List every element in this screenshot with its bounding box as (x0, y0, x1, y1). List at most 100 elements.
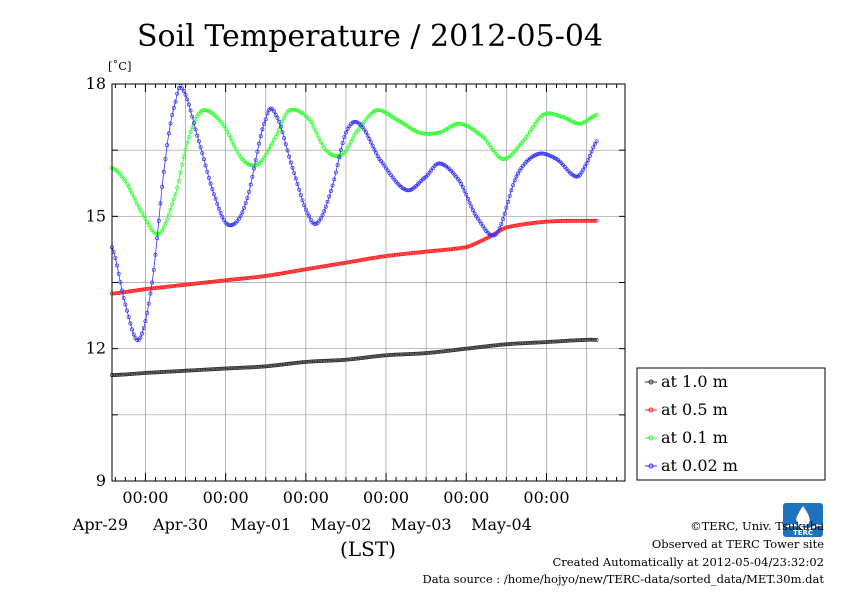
data-point (218, 211, 223, 215)
data-point (462, 188, 467, 193)
data-point (280, 130, 285, 135)
data-point (255, 149, 260, 154)
data-point (594, 112, 599, 117)
x-axis-ticks: 00:00 Apr-29 00:00 Apr-30 00:00 May-01 00:00 Ma… (72, 84, 618, 534)
data-point (282, 136, 287, 140)
data-point (242, 206, 246, 210)
data-point (295, 182, 300, 187)
series-at-0-1-m (110, 107, 599, 237)
data-point (277, 119, 282, 124)
data-point (163, 221, 168, 226)
data-point (582, 164, 587, 169)
data-point (175, 185, 180, 190)
data-point (320, 213, 325, 218)
data-point (551, 111, 556, 116)
data-point (245, 196, 250, 200)
data-point (275, 115, 280, 120)
data-point (343, 130, 348, 135)
data-point (225, 129, 230, 134)
data-point (170, 113, 175, 117)
data-point (126, 184, 131, 189)
data-point (250, 174, 255, 179)
data-point (337, 155, 342, 160)
data-point (253, 158, 258, 163)
data-point (502, 211, 507, 216)
data-point (577, 121, 582, 126)
logo-wave-icon (785, 524, 822, 530)
y-tick-label: 18 (86, 74, 106, 93)
legend-swatch-marker (648, 435, 654, 441)
data-point (213, 196, 218, 201)
observed-text: Observed at TERC Tower site (651, 537, 824, 551)
logo-text: TERC (793, 529, 813, 537)
data-point (464, 245, 469, 250)
data-point (166, 212, 171, 217)
data-point (579, 170, 584, 175)
data-point (367, 136, 372, 141)
data-point (211, 192, 216, 197)
data-point (173, 99, 178, 104)
data-point (140, 210, 145, 215)
data-point (140, 331, 145, 336)
data-point (183, 92, 188, 97)
data-point (504, 205, 509, 210)
data-point (509, 188, 514, 193)
data-point (205, 169, 210, 174)
series-at-0-02-m (110, 84, 599, 342)
data-point (163, 157, 168, 161)
data-point (345, 127, 350, 131)
legend-label: at 0.5 m (661, 400, 728, 419)
data-point (305, 211, 310, 216)
data-point (248, 182, 253, 187)
x-tick-hour-label: 00:00 (203, 488, 249, 507)
data-point (206, 175, 211, 180)
data-point (287, 154, 292, 159)
data-point (196, 139, 201, 144)
x-tick-date-label: May-04 (471, 515, 532, 534)
x-tick-date-label: Apr-30 (152, 515, 208, 534)
data-point (263, 153, 268, 157)
data-series-layer (110, 84, 599, 378)
data-point (544, 152, 549, 157)
data-point (148, 291, 153, 296)
legend-item: at 0.1 m (645, 428, 728, 447)
data-point (277, 127, 282, 132)
legend-label: at 0.1 m (661, 428, 728, 447)
data-point (529, 127, 534, 132)
data-point (328, 189, 333, 193)
data-point (308, 119, 313, 124)
data-point (297, 187, 302, 192)
data-point (193, 127, 198, 132)
data-point (176, 178, 181, 183)
grid-lines (112, 83, 625, 482)
data-point (141, 326, 146, 330)
data-point (303, 207, 308, 212)
data-point (193, 117, 198, 122)
data-point (288, 160, 293, 165)
legend-label: at 1.0 m (661, 372, 728, 391)
data-point (514, 174, 519, 179)
data-point (332, 177, 337, 182)
data-point (165, 143, 170, 148)
x-tick-date-label: May-03 (391, 515, 452, 534)
data-point (312, 221, 317, 226)
data-point (572, 120, 577, 125)
copyright-text: ©TERC, Univ. Tsukuba (690, 519, 824, 533)
data-point (464, 192, 469, 197)
data-point (472, 211, 477, 216)
data-source-text: Data source : /home/hojyo/new/TERC-data/… (422, 572, 824, 586)
data-point (203, 108, 208, 113)
data-point (527, 130, 532, 135)
data-point (173, 192, 178, 197)
data-point (265, 150, 270, 155)
data-point (322, 209, 327, 214)
data-point (335, 163, 340, 167)
data-point (161, 225, 166, 230)
data-point (115, 263, 119, 268)
data-point (151, 267, 156, 272)
data-point (230, 139, 235, 144)
data-point (273, 112, 278, 117)
data-point (506, 199, 510, 204)
x-axis-label: (LST) (340, 537, 396, 561)
data-point (243, 201, 248, 206)
